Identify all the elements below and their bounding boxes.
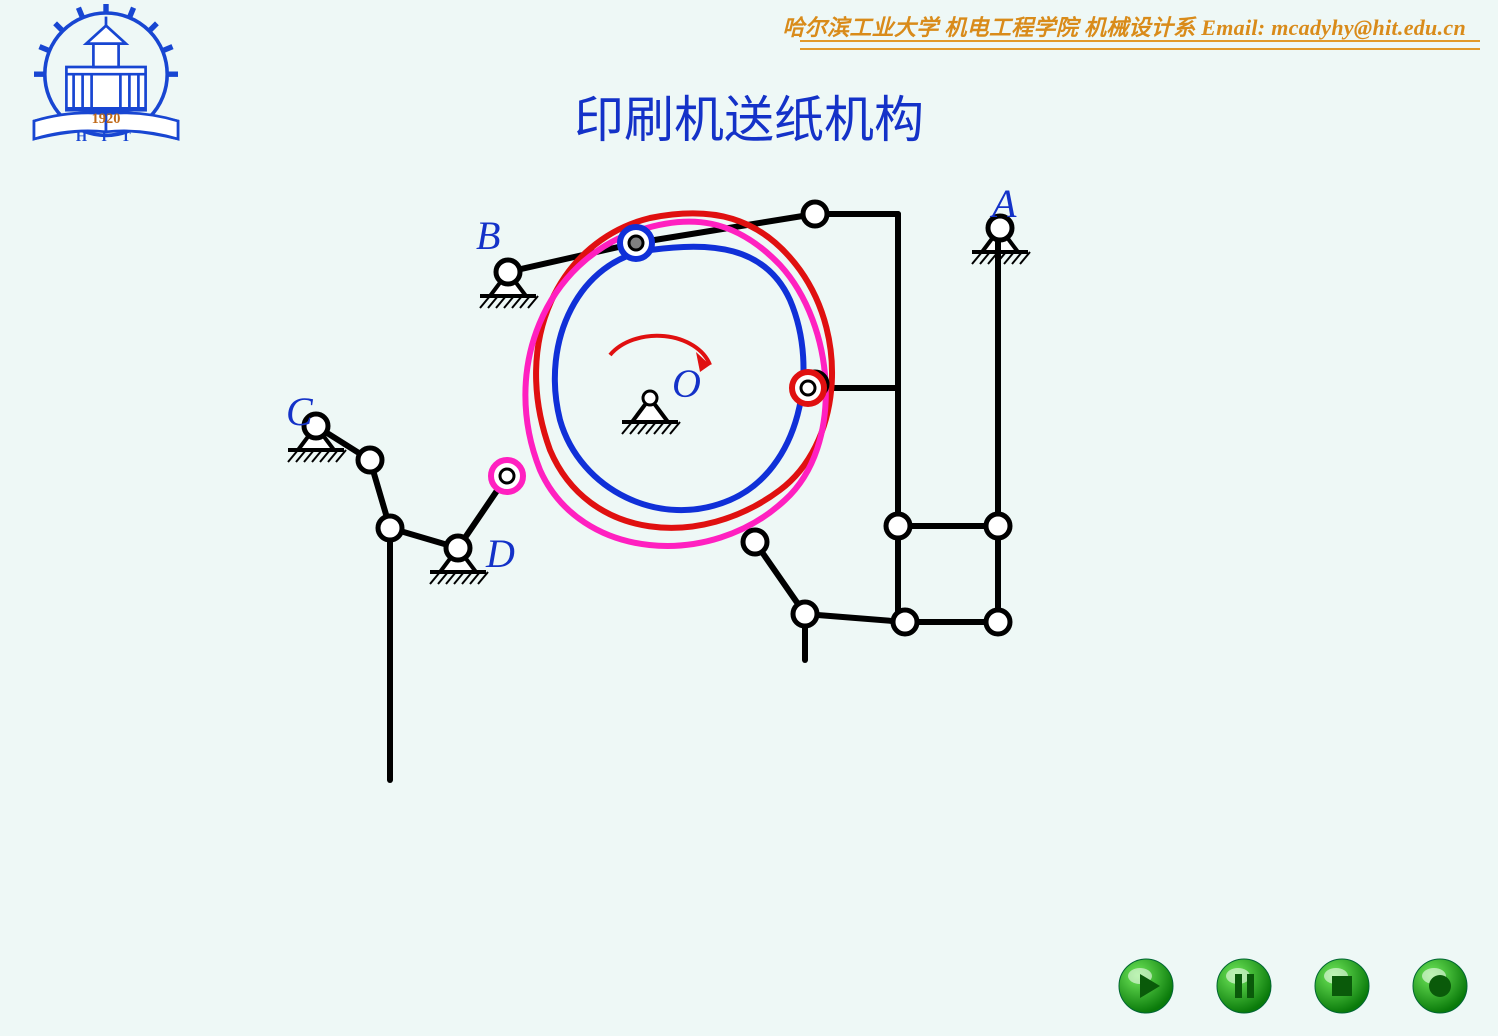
playback-controls xyxy=(1118,958,1468,1014)
record-icon xyxy=(1429,975,1451,997)
label-B: B xyxy=(476,212,500,259)
slide-title: 印刷机送纸机构 xyxy=(0,80,1498,152)
stop-icon xyxy=(1332,976,1352,996)
pause-button[interactable] xyxy=(1216,958,1272,1014)
label-C: C xyxy=(286,388,313,435)
slide-page: 哈尔滨工业大学 机电工程学院 机械设计系 Email: mcadyhy@hit.… xyxy=(0,0,1498,1036)
play-button[interactable] xyxy=(1118,958,1174,1014)
label-D: D xyxy=(486,530,515,577)
label-O: O xyxy=(672,360,701,407)
header-attribution: 哈尔滨工业大学 机电工程学院 机械设计系 Email: mcadyhy@hit.… xyxy=(782,10,1466,42)
record-button[interactable] xyxy=(1412,958,1468,1014)
stop-button[interactable] xyxy=(1314,958,1370,1014)
label-A: A xyxy=(992,180,1016,227)
header-rule xyxy=(800,40,1480,50)
mechanism-diagram: A B C D O xyxy=(280,170,1060,850)
